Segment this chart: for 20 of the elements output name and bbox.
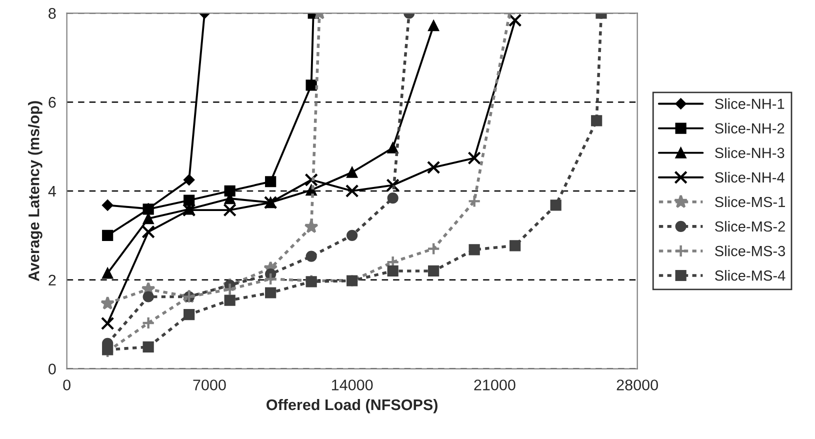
legend-label: Slice-NH-3: [715, 147, 784, 158]
legend-label: Slice-NH-4: [715, 172, 784, 183]
legend-label: Slice-MS-3: [715, 246, 786, 256]
x-tick-label: 14000: [332, 380, 373, 390]
y-tick-label: 8: [48, 8, 56, 19]
legend-label: Slice-MS-4: [715, 270, 786, 281]
legend-label: Slice-NH-2: [715, 122, 784, 134]
y-tick-label: 4: [48, 186, 56, 196]
y-tick-label: 6: [48, 96, 56, 108]
legend-label: Slice-MS-2: [715, 220, 785, 232]
legend-label: Slice-MS-1: [715, 196, 785, 208]
legend-label: Slice-NH-1: [715, 98, 784, 110]
x-tick-label: 21000: [474, 380, 516, 390]
x-tick-label: 0: [63, 380, 70, 390]
x-tick-label: 7000: [193, 380, 226, 390]
y-tick-label: 2: [48, 274, 56, 286]
x-tick-label: 28000: [616, 380, 658, 390]
x-axis-title: Offered Load (NFSOPS): [266, 398, 438, 414]
y-axis-title: Average Latency (ms/op): [28, 101, 42, 282]
y-tick-label: 0: [48, 364, 56, 374]
